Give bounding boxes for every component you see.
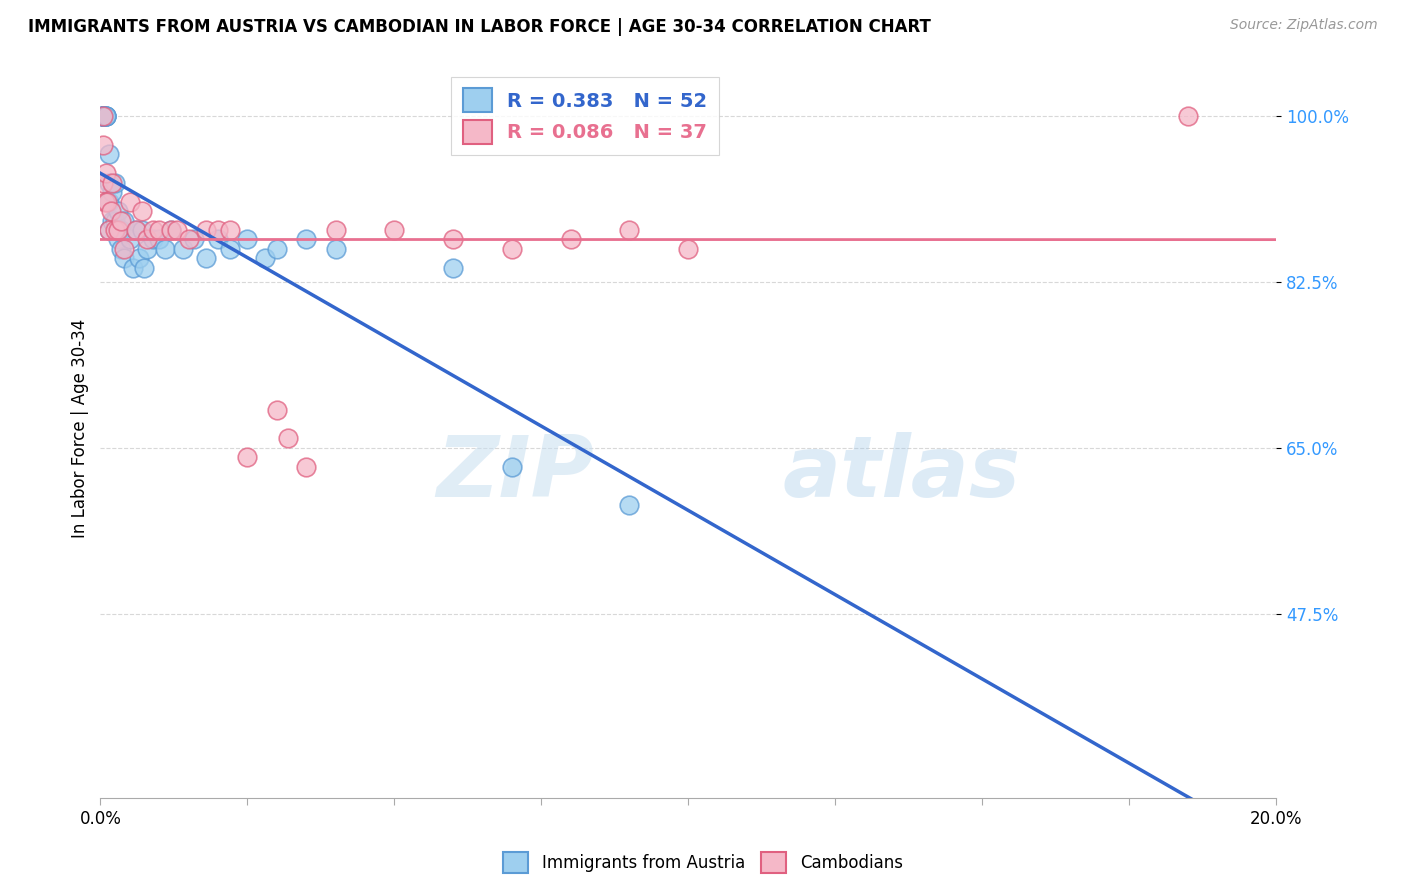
Point [112, 213, 135, 227]
Point [118, 194, 141, 209]
Point [560, 232, 582, 246]
Point [142, 223, 165, 237]
Point [325, 223, 347, 237]
Point [277, 431, 299, 445]
Point [236, 232, 259, 246]
Legend: Immigrants from Austria, Cambodians: Immigrants from Austria, Cambodians [496, 846, 910, 880]
Point [207, 223, 229, 237]
Point [112, 242, 135, 256]
Legend: R = 0.383   N = 52, R = 0.086   N = 37: R = 0.383 N = 52, R = 0.086 N = 37 [451, 77, 720, 155]
Text: Source: ZipAtlas.com: Source: ZipAtlas.com [1230, 18, 1378, 32]
Point [91, 110, 114, 124]
Point [91, 110, 114, 124]
Text: IMMIGRANTS FROM AUSTRIA VS CAMBODIAN IN LABOR FORCE | AGE 30-34 CORRELATION CHAR: IMMIGRANTS FROM AUSTRIA VS CAMBODIAN IN … [28, 18, 931, 36]
Point [107, 223, 129, 237]
Point [295, 232, 318, 246]
Point [325, 242, 347, 256]
Point [98, 223, 121, 237]
Point [96, 110, 118, 124]
Point [501, 242, 523, 256]
Point [104, 176, 127, 190]
Point [236, 450, 259, 465]
Point [1177, 110, 1199, 124]
Point [266, 403, 288, 417]
Point [134, 260, 156, 275]
Point [118, 232, 141, 246]
Point [91, 137, 114, 152]
Point [131, 204, 153, 219]
Point [441, 232, 464, 246]
Point [94, 194, 117, 209]
Point [166, 223, 188, 237]
Point [160, 223, 183, 237]
Point [101, 176, 124, 190]
Point [153, 242, 176, 256]
Point [91, 110, 114, 124]
Point [501, 459, 523, 474]
Point [195, 223, 218, 237]
Point [160, 223, 183, 237]
Point [112, 252, 135, 266]
Point [98, 176, 121, 190]
Point [91, 110, 114, 124]
Point [172, 242, 194, 256]
Point [136, 242, 159, 256]
Point [619, 223, 641, 237]
Point [91, 110, 114, 124]
Text: atlas: atlas [782, 432, 1021, 515]
Point [96, 110, 118, 124]
Point [91, 110, 114, 124]
Point [104, 223, 127, 237]
Text: ZIP: ZIP [436, 432, 595, 515]
Point [266, 242, 288, 256]
Point [676, 242, 699, 256]
Point [96, 166, 118, 180]
Point [101, 185, 124, 199]
Point [110, 242, 132, 256]
Point [91, 110, 114, 124]
Point [183, 232, 205, 246]
Point [382, 223, 405, 237]
Point [295, 459, 318, 474]
Point [441, 260, 464, 275]
Point [100, 204, 122, 219]
Point [91, 110, 114, 124]
Point [104, 213, 127, 227]
Point [124, 223, 146, 237]
Point [91, 110, 114, 124]
Point [207, 232, 229, 246]
Point [91, 110, 114, 124]
Point [195, 252, 218, 266]
Point [98, 223, 121, 237]
Point [96, 110, 118, 124]
Point [98, 194, 121, 209]
Point [148, 223, 170, 237]
Point [136, 232, 159, 246]
Point [107, 232, 129, 246]
Point [124, 223, 146, 237]
Point [91, 176, 114, 190]
Point [121, 260, 143, 275]
Y-axis label: In Labor Force | Age 30-34: In Labor Force | Age 30-34 [72, 319, 89, 539]
Point [218, 223, 240, 237]
Point [91, 110, 114, 124]
Point [98, 147, 121, 161]
Point [148, 232, 170, 246]
Point [128, 252, 150, 266]
Point [218, 242, 240, 256]
Point [131, 223, 153, 237]
Point [253, 252, 276, 266]
Point [96, 110, 118, 124]
Point [107, 204, 129, 219]
Point [110, 223, 132, 237]
Point [619, 498, 641, 512]
Point [142, 232, 165, 246]
Point [177, 232, 200, 246]
Point [96, 194, 118, 209]
Point [110, 213, 132, 227]
Point [101, 213, 124, 227]
